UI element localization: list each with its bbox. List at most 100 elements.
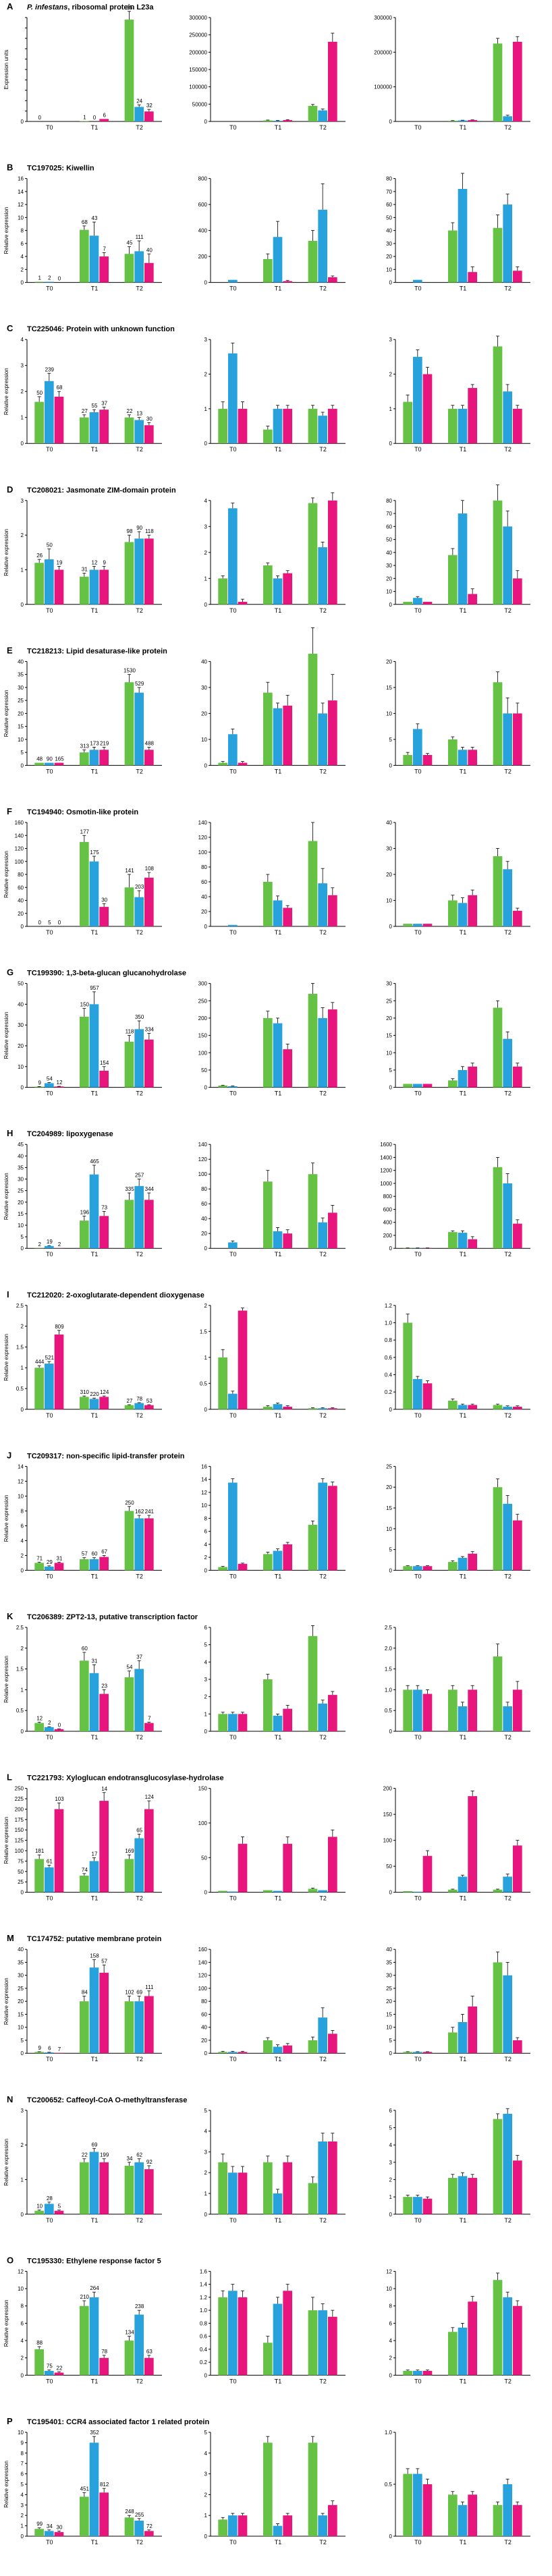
y-tick-label: 800 bbox=[383, 1194, 393, 1200]
bar bbox=[89, 1673, 99, 1731]
bar bbox=[503, 1975, 512, 2054]
bar bbox=[89, 750, 99, 766]
bar bbox=[308, 1408, 318, 1409]
data-label: 50 bbox=[47, 542, 53, 549]
bar bbox=[422, 755, 433, 766]
bar bbox=[283, 907, 292, 926]
y-tick-label: 40 bbox=[18, 1947, 24, 1953]
x-tick-label: T0 bbox=[414, 124, 422, 131]
bar bbox=[263, 2162, 273, 2214]
data-label: 158 bbox=[90, 1953, 99, 1959]
data-label: 1 bbox=[38, 275, 41, 281]
bar bbox=[493, 1656, 503, 1731]
y-tick-label: 0 bbox=[204, 1407, 208, 1413]
chart-o-2: 0 0.2 0.4 0.6 0.8 1.0 1.2 1.4 1.6 T0 T1 T2 bbox=[200, 2268, 346, 2384]
chart-n-2: 0 1 2 3 4 5 T0 T1 T2 bbox=[204, 2108, 346, 2224]
y-tick-label: 4 bbox=[21, 337, 24, 343]
data-label: 61 bbox=[47, 1859, 53, 1865]
y-tick-label: 0 bbox=[204, 2050, 208, 2056]
y-tick-label: 10 bbox=[18, 2286, 24, 2292]
y-tick-label: 8 bbox=[204, 1515, 208, 1521]
bar bbox=[124, 887, 134, 926]
x-tick-label: T1 bbox=[275, 2056, 282, 2063]
chart-b-2: 0 200 400 600 800 T0 T1 T2 bbox=[198, 176, 346, 292]
bar bbox=[124, 1405, 134, 1409]
y-tick-label: 100 bbox=[198, 1986, 208, 1992]
bar bbox=[144, 877, 154, 926]
y-tick-label: 150 bbox=[198, 1786, 208, 1792]
x-tick-label: T2 bbox=[136, 285, 143, 292]
y-tick-label: 120 bbox=[198, 1973, 208, 1979]
x-tick-label: T1 bbox=[275, 1895, 282, 1902]
y-tick-label: 0 bbox=[204, 602, 208, 608]
data-label: 69 bbox=[136, 1990, 142, 1996]
data-label: 957 bbox=[90, 985, 99, 991]
y-tick-label: 25 bbox=[386, 998, 392, 1004]
y-tick-label: 0 bbox=[204, 924, 208, 930]
data-label: 54 bbox=[47, 1076, 53, 1082]
bar bbox=[328, 1009, 337, 1088]
panel-title: TC195401: CCR4 associated factor 1 relat… bbox=[27, 2418, 209, 2426]
bar bbox=[513, 713, 522, 766]
bar bbox=[448, 2032, 458, 2054]
x-tick-label: T2 bbox=[136, 1734, 143, 1741]
data-label: 124 bbox=[145, 1794, 155, 1800]
y-tick-label: 25 bbox=[18, 1879, 24, 1885]
bar bbox=[328, 277, 337, 283]
x-tick-label: T2 bbox=[136, 1895, 143, 1902]
bar bbox=[328, 1837, 337, 1893]
y-tick-label: 60 bbox=[18, 885, 24, 891]
bar bbox=[513, 2160, 522, 2214]
data-label: 22 bbox=[82, 2152, 88, 2158]
x-tick-label: T2 bbox=[504, 446, 512, 453]
bar bbox=[124, 20, 134, 121]
x-tick-label: T0 bbox=[414, 1573, 422, 1579]
bar bbox=[54, 1563, 64, 1571]
y-tick-label: 100000 bbox=[374, 84, 392, 90]
bar bbox=[45, 1364, 54, 1409]
data-label: 344 bbox=[145, 1186, 155, 1192]
panel-letter: L bbox=[7, 1772, 12, 1783]
bar bbox=[458, 1069, 468, 1088]
bar bbox=[458, 750, 468, 766]
y-tick-label: 0 bbox=[389, 1890, 393, 1896]
bar bbox=[99, 1557, 109, 1571]
y-tick-label: 30 bbox=[386, 241, 392, 247]
data-label: 78 bbox=[101, 2349, 107, 2355]
y-tick-label: 1.0 bbox=[385, 2430, 393, 2436]
y-tick-label: 15 bbox=[386, 1033, 392, 1039]
y-tick-label: 10 bbox=[18, 2025, 24, 2031]
bar bbox=[413, 1378, 422, 1409]
y-tick-label: 1 bbox=[21, 415, 24, 421]
bar bbox=[134, 692, 144, 766]
x-tick-label: T0 bbox=[46, 929, 53, 936]
x-tick-label: T2 bbox=[136, 2378, 143, 2384]
data-label: 257 bbox=[135, 1173, 144, 1179]
bar bbox=[238, 601, 248, 605]
data-label: 111 bbox=[136, 234, 144, 240]
y-tick-label: 0 bbox=[389, 1085, 393, 1091]
y-tick-label: 10 bbox=[386, 1526, 392, 1532]
bar bbox=[54, 1729, 64, 1731]
data-label: 54 bbox=[127, 1664, 133, 1671]
x-tick-label: T0 bbox=[414, 2378, 422, 2384]
data-label: 9 bbox=[38, 1080, 41, 1086]
bar bbox=[503, 869, 512, 926]
y-tick-label: 9 bbox=[21, 2440, 24, 2446]
x-tick-label: T1 bbox=[275, 607, 282, 614]
bar bbox=[458, 1233, 468, 1249]
y-tick-label: 250000 bbox=[189, 32, 207, 38]
panel-k: K TC206389: ZPT2-13, putative transcripti… bbox=[3, 1611, 530, 1741]
bar bbox=[468, 2177, 477, 2214]
bar bbox=[124, 2517, 134, 2536]
bar bbox=[238, 2515, 248, 2536]
y-tick-label: 6 bbox=[389, 2108, 393, 2114]
y-tick-label: 0.8 bbox=[385, 1337, 393, 1343]
data-label: 19 bbox=[57, 559, 63, 565]
x-tick-label: T2 bbox=[504, 2056, 512, 2063]
bar bbox=[45, 2531, 54, 2536]
y-tick-label: 4 bbox=[21, 1538, 24, 1544]
bar bbox=[238, 2173, 248, 2214]
x-tick-label: T1 bbox=[460, 1412, 467, 1419]
bar bbox=[228, 353, 238, 444]
